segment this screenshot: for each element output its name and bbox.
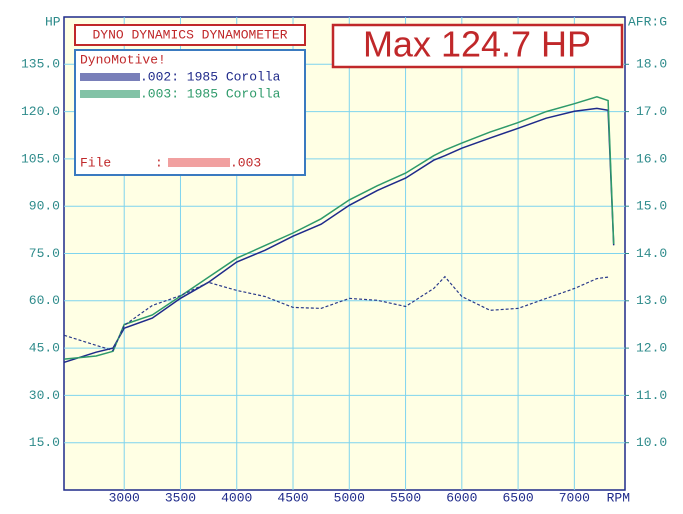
lines bbox=[63, 96, 615, 364]
y2-tick-label: 15.0 bbox=[636, 199, 667, 214]
legend-box bbox=[74, 49, 306, 176]
x-tick-label: 5000 bbox=[334, 490, 365, 505]
y2-axis-label: AFR:G bbox=[628, 14, 667, 29]
x-tick-label: 6000 bbox=[446, 490, 477, 505]
y-tick-label: 30.0 bbox=[29, 388, 60, 403]
y-tick-label: 90.0 bbox=[29, 199, 60, 214]
y2-tick-label: 18.0 bbox=[636, 57, 667, 72]
y2-tick-label: 16.0 bbox=[636, 151, 667, 166]
hp-line bbox=[64, 96, 615, 360]
hp-line bbox=[63, 107, 615, 364]
y-tick-label: 60.0 bbox=[29, 293, 60, 308]
x-tick-label: 3500 bbox=[165, 490, 196, 505]
legend-swatch bbox=[80, 73, 140, 81]
y-tick-label: 45.0 bbox=[29, 341, 60, 356]
x-tick-label: 4000 bbox=[221, 490, 252, 505]
x-tick-label: 4500 bbox=[277, 490, 308, 505]
file-sep: : bbox=[155, 155, 163, 170]
y-tick-label: 105.0 bbox=[21, 151, 60, 166]
legend-title: DynoMotive! bbox=[80, 52, 166, 67]
y2-tick-label: 14.0 bbox=[636, 246, 667, 261]
y2-tick-label: 12.0 bbox=[636, 341, 667, 356]
chart-title: DYNO DYNAMICS DYNAMOMETER bbox=[92, 27, 287, 42]
y2-tick-label: 13.0 bbox=[636, 293, 667, 308]
max-annotation: Max 124.7 HP bbox=[363, 24, 591, 65]
file-label: File bbox=[80, 155, 111, 170]
y-tick-label: 15.0 bbox=[29, 435, 60, 450]
x-tick-label: 3000 bbox=[109, 490, 140, 505]
x-tick-label: 5500 bbox=[390, 490, 421, 505]
x-tick-label: 6500 bbox=[502, 490, 533, 505]
x-axis-label: RPM bbox=[607, 490, 630, 505]
y2-tick-label: 11.0 bbox=[636, 388, 667, 403]
y-tick-label: 75.0 bbox=[29, 246, 60, 261]
y-axis-label: HP bbox=[45, 14, 61, 29]
y2-tick-label: 10.0 bbox=[636, 435, 667, 450]
y-tick-label: 135.0 bbox=[21, 57, 60, 72]
file-name: .003 bbox=[230, 155, 261, 170]
afr-line bbox=[64, 275, 609, 352]
x-tick-label: 7000 bbox=[559, 490, 590, 505]
legend-label: .003: 1985 Corolla bbox=[140, 86, 281, 101]
y-tick-label: 120.0 bbox=[21, 104, 60, 119]
max-box bbox=[331, 23, 624, 69]
y2-tick-label: 17.0 bbox=[636, 104, 667, 119]
redaction bbox=[168, 158, 230, 167]
legend-swatch bbox=[80, 90, 140, 98]
legend-label: .002: 1985 Corolla bbox=[140, 69, 281, 84]
legend: .002: 1985 Corolla .003: 1985 Corolla bbox=[80, 69, 281, 101]
title-box bbox=[74, 24, 306, 46]
